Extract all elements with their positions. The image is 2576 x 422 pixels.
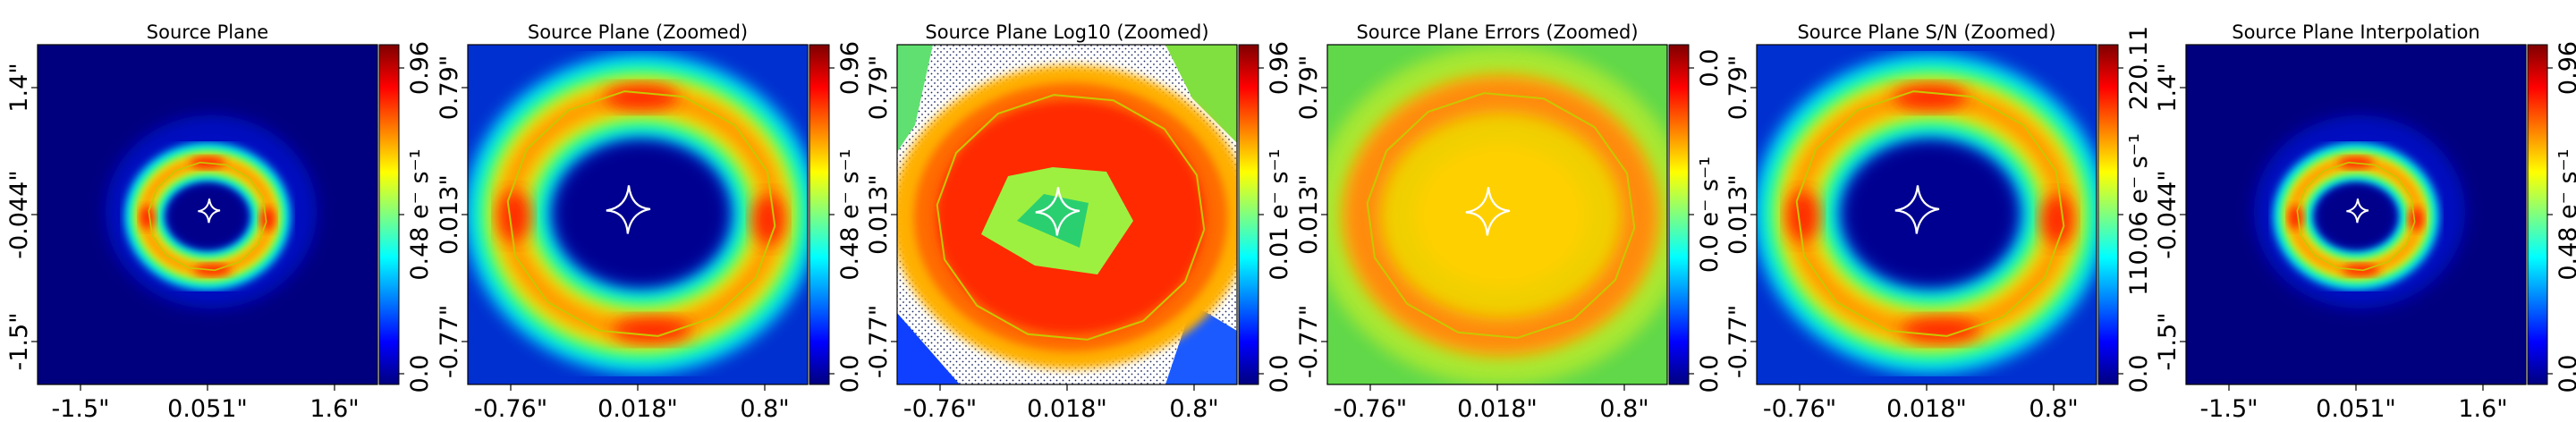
y-tick-label: 0.79" bbox=[1724, 55, 1752, 121]
y-tick-label: 0.013" bbox=[436, 174, 463, 255]
y-tick-label: 1.4" bbox=[5, 63, 33, 112]
colorbar-tick-label: 0.0 bbox=[2555, 355, 2576, 393]
x-tick-label: 0.8" bbox=[1169, 395, 1218, 422]
colorbar-tick-label: 0.0 bbox=[1266, 355, 1293, 393]
colorbar-tick-label: 0.0 bbox=[2125, 355, 2153, 393]
colorbar: 0.96 0.48 e⁻ s⁻¹ 0.0 bbox=[809, 41, 864, 393]
x-tick-label: -0.76" bbox=[1763, 395, 1836, 422]
colorbar-tick-label: 0.0 bbox=[1696, 49, 1724, 88]
colorbar-tick-label: 0.01 e⁻ s⁻¹ bbox=[1266, 148, 1293, 280]
colorbar-tick-label: 110.06 e⁻ s⁻¹ bbox=[2125, 133, 2153, 296]
y-tick-label: 0.013" bbox=[1724, 174, 1752, 255]
panel-title: Source Plane Log10 (Zoomed) bbox=[925, 21, 1208, 43]
colorbar-tick-label: 0.48 e⁻ s⁻¹ bbox=[406, 148, 434, 280]
x-tick-label: -1.5" bbox=[51, 395, 109, 422]
critical-curve bbox=[1366, 92, 1636, 339]
critical-curve bbox=[1795, 90, 2065, 337]
y-tick-label: 0.013" bbox=[865, 174, 893, 255]
panel: Source Plane (Zoomed) -0.76" 0.018" 0.8" 0.7… bbox=[436, 21, 864, 422]
y-tick-label: 0.79" bbox=[1295, 55, 1323, 121]
panel: Source Plane -1.5" 0.051" 1.6" 1.4" -0.044" -1… bbox=[5, 21, 434, 422]
colorbar: 0.96 0.01 e⁻ s⁻¹ 0.0 bbox=[1238, 41, 1293, 393]
colorbar-tick-label: 0.96 bbox=[1266, 41, 1293, 95]
x-tick-label: 0.018" bbox=[1886, 395, 1967, 422]
colorbar-tick-label: 0.0 e⁻ s⁻¹ bbox=[1696, 156, 1724, 273]
y-tick-label: -1.5" bbox=[2154, 312, 2182, 370]
x-tick-label: 1.6" bbox=[309, 395, 359, 422]
source-image bbox=[897, 45, 1237, 384]
x-tick-label: -1.5" bbox=[2199, 395, 2258, 422]
y-tick-label: -0.77" bbox=[1295, 305, 1323, 378]
colorbar-tick-label: 0.96 bbox=[406, 41, 434, 95]
x-tick-label: -0.76" bbox=[903, 395, 977, 422]
caustic-curve bbox=[1465, 187, 1511, 236]
y-tick-label: -1.5" bbox=[5, 312, 33, 370]
panel: Source Plane S/N (Zoomed) -0.76" 0.018" 0.8… bbox=[1724, 21, 2153, 422]
source-image bbox=[1757, 45, 2097, 384]
x-tick-label: 0.8" bbox=[1599, 395, 1648, 422]
colorbar-tick-label: 0.0 bbox=[406, 355, 434, 393]
critical-curve bbox=[936, 94, 1206, 341]
x-tick-label: 0.018" bbox=[1457, 395, 1538, 422]
panel: Source Plane Log10 (Zoomed) -0.76" 0.018" 0… bbox=[865, 21, 1293, 422]
x-tick-label: 0.018" bbox=[1027, 395, 1107, 422]
x-tick-label: 0.8" bbox=[740, 395, 789, 422]
panel-title: Source Plane (Zoomed) bbox=[528, 21, 748, 43]
colorbar-tick-label: 0.0 bbox=[836, 355, 864, 393]
colorbar: 220.11 110.06 e⁻ s⁻¹ 0.0 bbox=[2097, 26, 2153, 393]
panel: Source Plane Interpolation -1.5" 0.051" 1.6… bbox=[2154, 21, 2576, 422]
critical-curve bbox=[148, 161, 267, 272]
x-tick-label: 0.051" bbox=[167, 395, 248, 422]
y-tick-label: -0.77" bbox=[1724, 305, 1752, 378]
source-image bbox=[1327, 45, 1667, 384]
caustic-curve bbox=[606, 185, 651, 234]
colorbar-tick-label: 0.96 bbox=[836, 41, 864, 95]
panel-title: Source Plane bbox=[147, 21, 268, 43]
caustic-curve bbox=[198, 198, 221, 224]
y-tick-label: 0.79" bbox=[436, 55, 463, 121]
panel-title: Source Plane S/N (Zoomed) bbox=[1797, 21, 2055, 43]
x-tick-label: 0.8" bbox=[2029, 395, 2078, 422]
colorbar: 0.96 0.48 e⁻ s⁻¹ 0.0 bbox=[378, 41, 434, 393]
colorbar-tick-label: 220.11 bbox=[2125, 26, 2153, 110]
colorbar: 0.0 0.0 e⁻ s⁻¹ 0.0 bbox=[1668, 44, 1724, 393]
x-tick-label: -0.76" bbox=[1334, 395, 1407, 422]
y-tick-label: -0.77" bbox=[436, 305, 463, 378]
panel-title: Source Plane Errors (Zoomed) bbox=[1356, 21, 1638, 43]
y-tick-label: 0.013" bbox=[1295, 174, 1323, 255]
x-tick-label: -0.76" bbox=[474, 395, 547, 422]
critical-curve bbox=[506, 90, 776, 337]
y-tick-label: -0.044" bbox=[5, 170, 33, 258]
source-image bbox=[2186, 45, 2526, 384]
source-image bbox=[38, 45, 377, 384]
colorbar-tick-label: 0.0 bbox=[1696, 355, 1724, 393]
y-tick-label: 0.79" bbox=[865, 55, 893, 121]
caustic-curve bbox=[2346, 198, 2369, 224]
panel: Source Plane Errors (Zoomed) -0.76" 0.018"… bbox=[1295, 21, 1724, 422]
y-tick-label: -0.044" bbox=[2154, 170, 2182, 258]
y-tick-label: 1.4" bbox=[2154, 63, 2182, 112]
y-tick-label: -0.77" bbox=[865, 305, 893, 378]
critical-curve bbox=[2296, 161, 2416, 272]
colorbar-tick-label: 0.48 e⁻ s⁻¹ bbox=[2555, 148, 2576, 280]
colorbar-tick-label: 0.48 e⁻ s⁻¹ bbox=[836, 148, 864, 280]
x-tick-label: 1.6" bbox=[2458, 395, 2507, 422]
x-tick-label: 0.018" bbox=[597, 395, 678, 422]
source-image bbox=[468, 45, 808, 384]
colorbar-tick-label: 0.96 bbox=[2555, 41, 2576, 95]
colorbar: 0.96 0.48 e⁻ s⁻¹ 0.0 bbox=[2527, 41, 2576, 393]
caustic-curve bbox=[1894, 185, 1940, 234]
x-tick-label: 0.051" bbox=[2316, 395, 2396, 422]
caustic-curve bbox=[1035, 187, 1080, 236]
panel-title: Source Plane Interpolation bbox=[2232, 21, 2479, 43]
